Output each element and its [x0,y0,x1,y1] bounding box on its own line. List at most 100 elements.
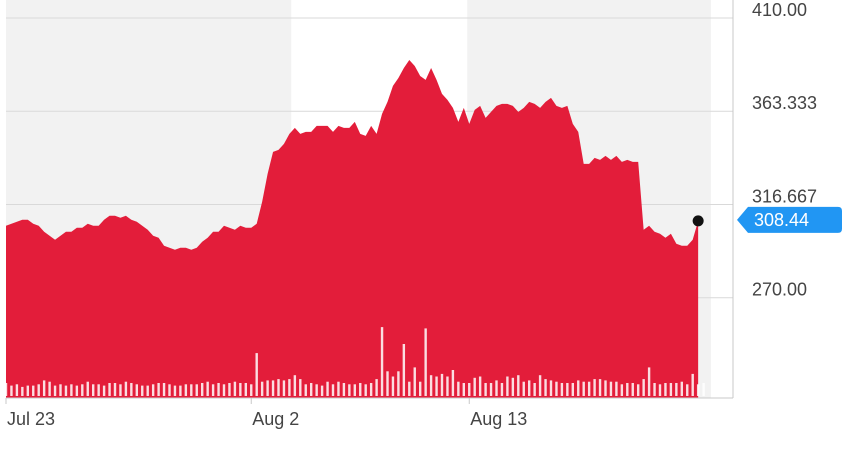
volume-bar [239,383,242,396]
volume-bar [380,327,384,396]
volume-bar [119,384,122,396]
volume-bar [222,384,226,396]
volume-bar [631,383,634,396]
volume-bar [206,381,209,396]
volume-bar [304,384,307,396]
volume-bar [642,379,645,396]
volume-bar [228,383,231,396]
volume-bar [92,384,95,396]
volume-bar [353,384,356,396]
volume-bar [233,381,237,396]
x-tick-label: Aug 13 [470,409,527,429]
volume-bar [571,383,574,396]
volume-bar [680,381,683,396]
volume-bar [538,375,542,396]
volume-bar [587,381,591,396]
volume-bar [478,376,482,396]
volume-bar [522,381,525,396]
x-tick-labels: Jul 23 Aug 2 Aug 13 [5,398,527,429]
volume-bar [473,377,476,396]
volume-bar [201,383,204,396]
volume-bar [544,379,547,396]
volume-bar [184,384,188,396]
volume-bar [675,383,678,396]
volume-bar [250,384,253,396]
volume-bar [560,383,564,396]
volume-bar [255,353,258,396]
volume-bar [691,373,694,396]
volume-bar [86,381,89,396]
volume-bar [21,386,24,396]
volume-bar [151,384,155,396]
volume-bar [42,380,46,396]
volume-bar [282,380,286,396]
volume-bar [260,381,264,396]
volume-bar [615,381,618,396]
volume-bar [413,367,416,396]
volume-bar [647,367,651,396]
last-price-label: 308.44 [754,210,809,230]
volume-bar [293,375,297,396]
price-area-path [6,59,699,399]
volume-bar [48,381,51,396]
y-tick-label: 410.00 [752,0,807,20]
volume-bar [598,379,602,396]
volume-bar [658,384,662,396]
volume-bar [408,381,411,396]
volume-bar [451,370,455,396]
volume-bar [75,385,79,396]
volume-bar [10,385,13,396]
y-tick-labels: 410.00 363.333 316.667 270.00 [752,0,817,300]
volume-bar [299,379,302,396]
volume-bar [462,383,465,396]
volume-bar [15,384,19,396]
last-price-marker [692,215,704,227]
volume-bar [620,384,624,396]
volume-bar [609,381,613,396]
volume-bar [555,381,558,396]
y-tick-label: 270.00 [752,280,807,300]
volume-bar [64,385,68,396]
volume-bar [326,381,329,396]
volume-bar [397,371,400,396]
volume-bar [604,380,607,396]
volume-bar [528,380,531,396]
volume-bar [162,383,166,396]
volume-bar [500,383,504,396]
volume-bar [37,384,40,396]
volume-bar [582,381,585,396]
volume-bar [549,380,553,396]
y-tick-label: 316.667 [752,186,817,206]
volume-bar [593,379,596,396]
volume-bar [566,383,569,396]
volume-bar [310,383,313,396]
volume-bar [375,379,378,396]
volume-bar [135,384,138,396]
volume-bar [26,385,29,396]
volume-bar [391,376,395,396]
volume-bar [653,383,656,396]
volume-bar [288,379,291,396]
volume-bar [696,384,700,396]
volume-bar [577,380,580,396]
volume-bar [113,383,117,396]
volume-bar [446,376,449,396]
volume-bar [440,373,444,396]
volume-bar [419,381,422,396]
volume-bar [369,383,373,396]
volume-bar [59,384,62,396]
volume-bar [320,385,324,396]
volume-bar [702,383,705,396]
volume-bar [669,383,673,396]
volume-bar [266,380,269,396]
y-tick-label: 363.333 [752,93,817,113]
volume-bar [331,384,335,396]
volume-bar [511,377,515,396]
volume-bar [429,375,433,396]
volume-bar [342,383,346,396]
volume-bar [506,376,509,396]
volume-bar [157,383,160,396]
volume-bar [146,385,149,396]
volume-bar [517,375,520,396]
